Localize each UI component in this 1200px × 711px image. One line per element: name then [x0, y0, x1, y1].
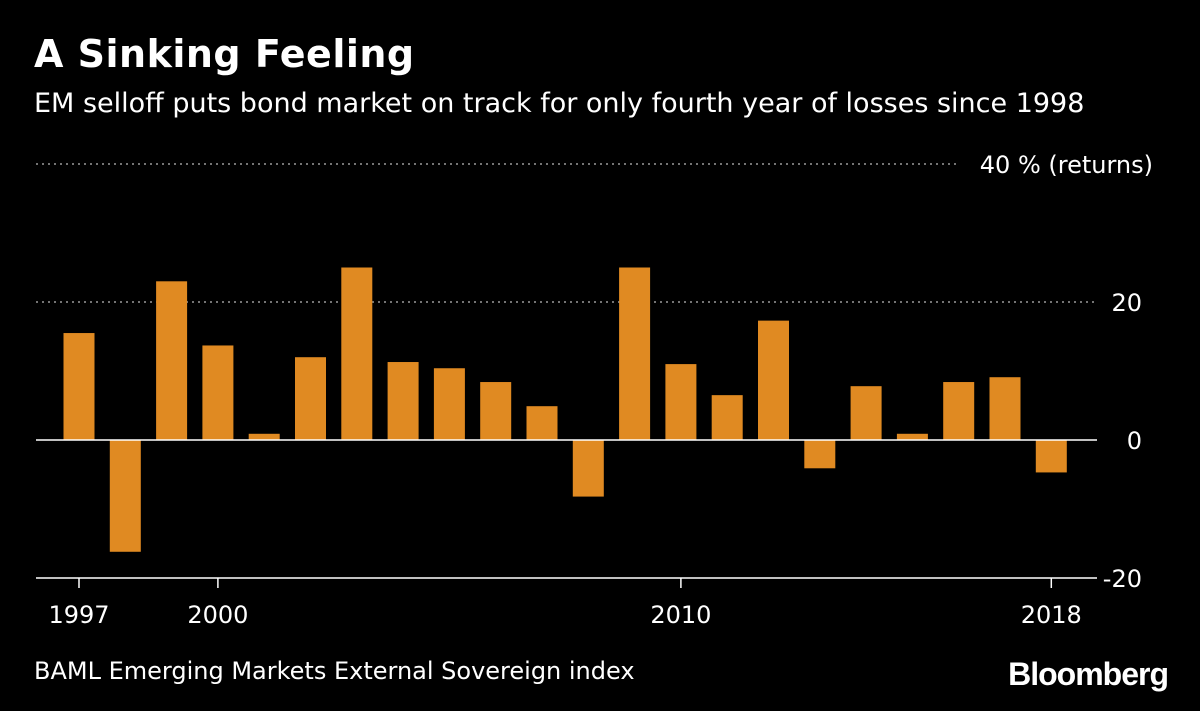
- bar: [248, 433, 280, 440]
- bar: [109, 440, 141, 552]
- y-tick-label: -20: [1103, 565, 1142, 593]
- y-tick-label: 20: [1111, 289, 1142, 317]
- chart-title: A Sinking Feeling: [34, 32, 415, 76]
- x-tick-label: 2010: [650, 601, 711, 629]
- bar: [433, 368, 465, 440]
- bar: [943, 382, 975, 440]
- x-tick-label: 2018: [1021, 601, 1082, 629]
- bar: [295, 357, 326, 440]
- bar: [63, 333, 95, 440]
- bar: [572, 440, 604, 497]
- y-tick-label: 0: [1127, 427, 1142, 455]
- chart-subtitle: EM selloff puts bond market on track for…: [34, 88, 1085, 119]
- bar: [804, 440, 836, 469]
- bar: [202, 345, 234, 440]
- bar: [758, 320, 789, 440]
- x-tick-label: 1997: [48, 601, 109, 629]
- bar: [896, 433, 928, 440]
- source-note: BAML Emerging Markets External Sovereign…: [34, 657, 635, 685]
- bar: [665, 364, 697, 440]
- bar: [711, 395, 743, 440]
- bar: [387, 362, 419, 440]
- bloomberg-logo: Bloomberg: [1008, 656, 1169, 692]
- bar: [156, 281, 188, 440]
- bar: [619, 267, 651, 440]
- bar: [341, 267, 373, 440]
- y-tick-label: 40 % (returns): [980, 151, 1153, 179]
- bar: [850, 386, 882, 440]
- bar: [1035, 440, 1067, 473]
- x-tick-label: 2000: [187, 601, 248, 629]
- bar: [480, 382, 512, 440]
- bar: [989, 377, 1021, 440]
- bar: [526, 406, 558, 440]
